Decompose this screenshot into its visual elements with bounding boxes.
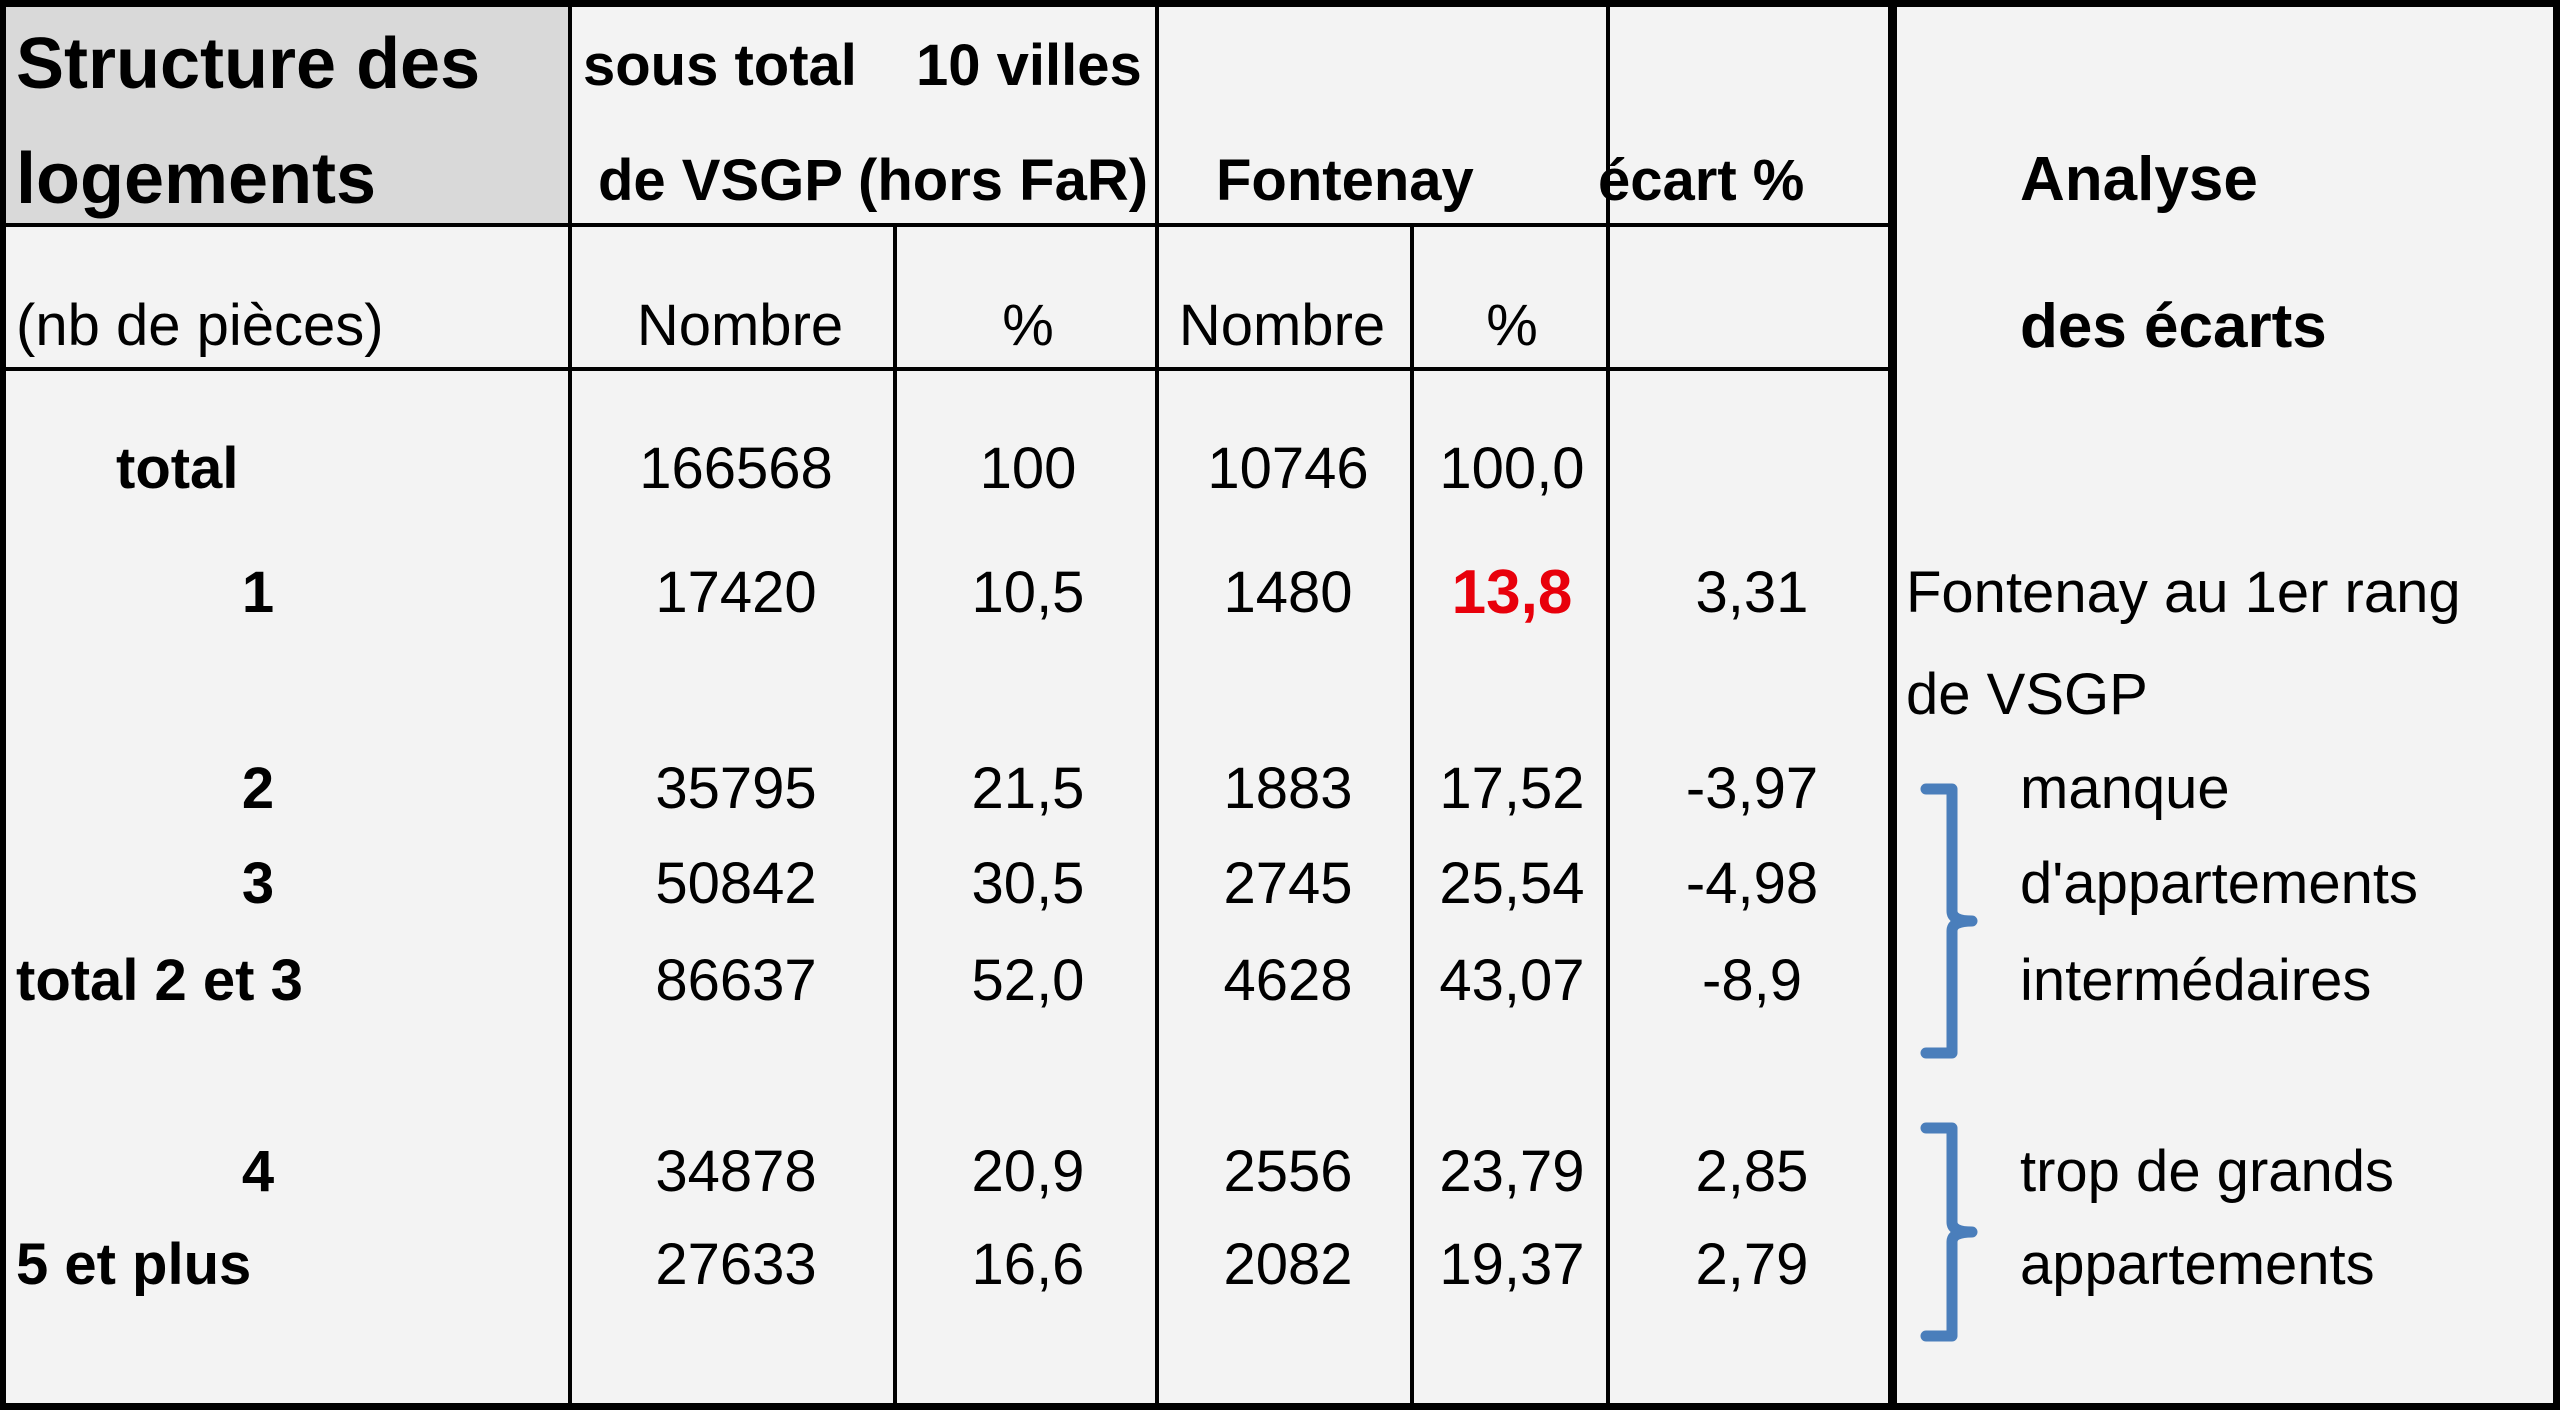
row-label-4: 4 <box>241 1139 275 1204</box>
analysis-rank-line1: Fontenay au 1er rang <box>1906 560 2461 625</box>
header-analyse-line2: des écarts <box>2020 292 2327 361</box>
cell-vsgp-nombre: 166568 <box>639 436 833 501</box>
col-header-fontenay-nombre: Nombre <box>1178 293 1386 358</box>
col-header-vsgp-pct: % <box>1002 293 1054 358</box>
cell-vsgp-nombre: 35795 <box>655 756 817 821</box>
column-divider-4 <box>1410 225 1414 1410</box>
border-right <box>2553 0 2560 1410</box>
brace-icon-intermediate <box>1920 783 1978 1059</box>
border-left <box>0 0 6 1410</box>
cell-fontenay-nombre: 10746 <box>1207 436 1369 501</box>
row-label-3: 3 <box>241 851 275 916</box>
analysis-mid-line2: d'appartements <box>2020 851 2418 916</box>
row-label-total: total <box>116 436 239 501</box>
brace-icon-large <box>1920 1122 1978 1342</box>
cell-vsgp-nombre: 34878 <box>655 1139 817 1204</box>
cell-fontenay-pct: 43,07 <box>1439 948 1585 1013</box>
cell-fontenay-pct: 100,0 <box>1439 436 1585 501</box>
cell-ecart: -8,9 <box>1702 948 1802 1013</box>
header-ecart: écart % <box>1598 148 1805 213</box>
column-divider-1 <box>568 0 572 1410</box>
border-bottom <box>0 1403 2560 1410</box>
column-divider-5 <box>1606 0 1610 1410</box>
cell-fontenay-pct: 19,37 <box>1439 1232 1585 1297</box>
cell-fontenay-nombre: 1480 <box>1223 560 1353 625</box>
cell-fontenay-pct: 17,52 <box>1439 756 1585 821</box>
cell-vsgp-pct: 16,6 <box>971 1232 1085 1297</box>
cell-fontenay-nombre: 2082 <box>1223 1232 1353 1297</box>
cell-fontenay-nombre: 1883 <box>1223 756 1353 821</box>
group-vsgp-line2: de VSGP (hors FaR) <box>598 148 1149 213</box>
cell-vsgp-nombre: 27633 <box>655 1232 817 1297</box>
cell-vsgp-pct: 20,9 <box>971 1139 1085 1204</box>
cell-fontenay-nombre: 2745 <box>1223 851 1353 916</box>
col-header-vsgp-nombre: Nombre <box>636 293 844 358</box>
table-subtitle: (nb de pièces) <box>16 293 384 358</box>
cell-fontenay-pct: 25,54 <box>1439 851 1585 916</box>
analysis-mid-line1: manque <box>2020 756 2230 821</box>
row-label-total-2-3: total 2 et 3 <box>16 948 303 1013</box>
header-analyse-line1: Analyse <box>2020 145 2258 214</box>
row-label-5-plus: 5 et plus <box>16 1232 252 1297</box>
cell-fontenay-pct-highlight: 13,8 <box>1451 558 1573 627</box>
cell-fontenay-pct: 23,79 <box>1439 1139 1585 1204</box>
row-label-2: 2 <box>241 756 275 821</box>
border-top <box>0 0 2560 7</box>
cell-ecart: -3,97 <box>1685 756 1819 821</box>
cell-ecart: 2,85 <box>1695 1139 1809 1204</box>
col-header-fontenay-pct: % <box>1486 293 1538 358</box>
analysis-divider <box>1888 0 1897 1410</box>
cell-ecart: -4,98 <box>1685 851 1819 916</box>
cell-vsgp-pct: 21,5 <box>971 756 1085 821</box>
header-divider-2 <box>0 367 1892 371</box>
cell-fontenay-nombre: 4628 <box>1223 948 1353 1013</box>
cell-fontenay-nombre: 2556 <box>1223 1139 1353 1204</box>
cell-vsgp-nombre: 86637 <box>655 948 817 1013</box>
cell-vsgp-nombre: 50842 <box>655 851 817 916</box>
cell-vsgp-pct: 30,5 <box>971 851 1085 916</box>
cell-vsgp-pct: 10,5 <box>971 560 1085 625</box>
group-vsgp-line1b: 10 villes <box>916 33 1142 98</box>
column-divider-3 <box>1155 0 1159 1410</box>
group-fontenay: Fontenay <box>1216 148 1474 213</box>
column-divider-2 <box>893 225 897 1410</box>
cell-vsgp-pct: 100 <box>979 436 1077 501</box>
cell-vsgp-pct: 52,0 <box>971 948 1085 1013</box>
cell-vsgp-nombre: 17420 <box>655 560 817 625</box>
analysis-rank-line2: de VSGP <box>1906 662 2148 727</box>
table-title-line1: Structure des <box>16 24 481 104</box>
title-cell-background <box>0 0 570 226</box>
group-vsgp-line1a: sous total <box>583 33 857 98</box>
row-label-1: 1 <box>241 560 275 625</box>
table-title-line2: logements <box>16 139 377 219</box>
cell-ecart: 3,31 <box>1695 560 1809 625</box>
header-divider-1 <box>0 223 1892 227</box>
analysis-large-line2: appartements <box>2020 1232 2375 1297</box>
analysis-mid-line3: intermédaires <box>2020 948 2372 1013</box>
analysis-large-line1: trop de grands <box>2020 1139 2395 1204</box>
cell-ecart: 2,79 <box>1695 1232 1809 1297</box>
